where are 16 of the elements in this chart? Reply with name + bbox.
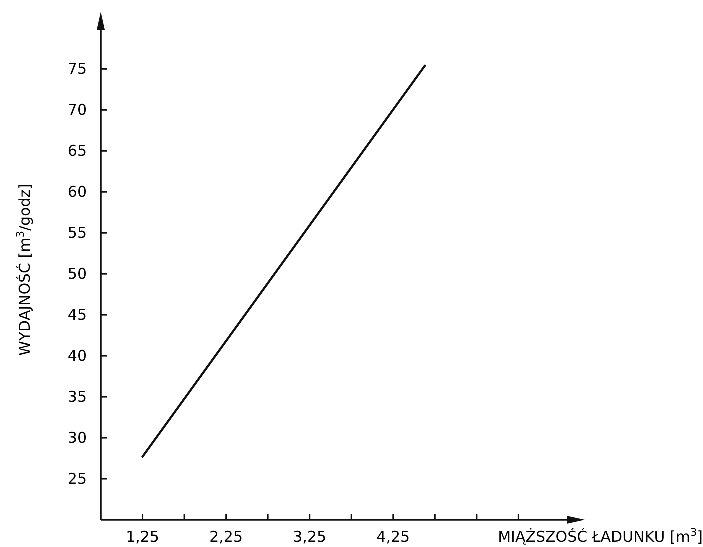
y-tick-label: 75 bbox=[68, 60, 87, 78]
x-tick-label: 2,25 bbox=[210, 528, 244, 546]
y-tick-label: 65 bbox=[68, 142, 87, 160]
x-tick-label: 1,25 bbox=[126, 528, 160, 546]
y-tick-label: 30 bbox=[68, 429, 87, 448]
y-tick-label: 40 bbox=[68, 347, 87, 366]
y-tick-label: 60 bbox=[68, 183, 87, 202]
y-tick-label: 45 bbox=[68, 306, 87, 324]
x-tick-label: 4,25 bbox=[376, 528, 410, 546]
y-tick-label: 35 bbox=[68, 388, 87, 406]
y-tick-label: 55 bbox=[68, 224, 87, 242]
y-tick-label: 25 bbox=[68, 470, 87, 488]
x-axis-title: MIĄŻSZOŚĆ ŁADUNKU [m$^{3}$] bbox=[498, 527, 703, 546]
x-tick-label: 3,25 bbox=[293, 528, 327, 546]
y-tick-label: 70 bbox=[68, 101, 87, 120]
y-tick-label: 50 bbox=[68, 265, 87, 284]
